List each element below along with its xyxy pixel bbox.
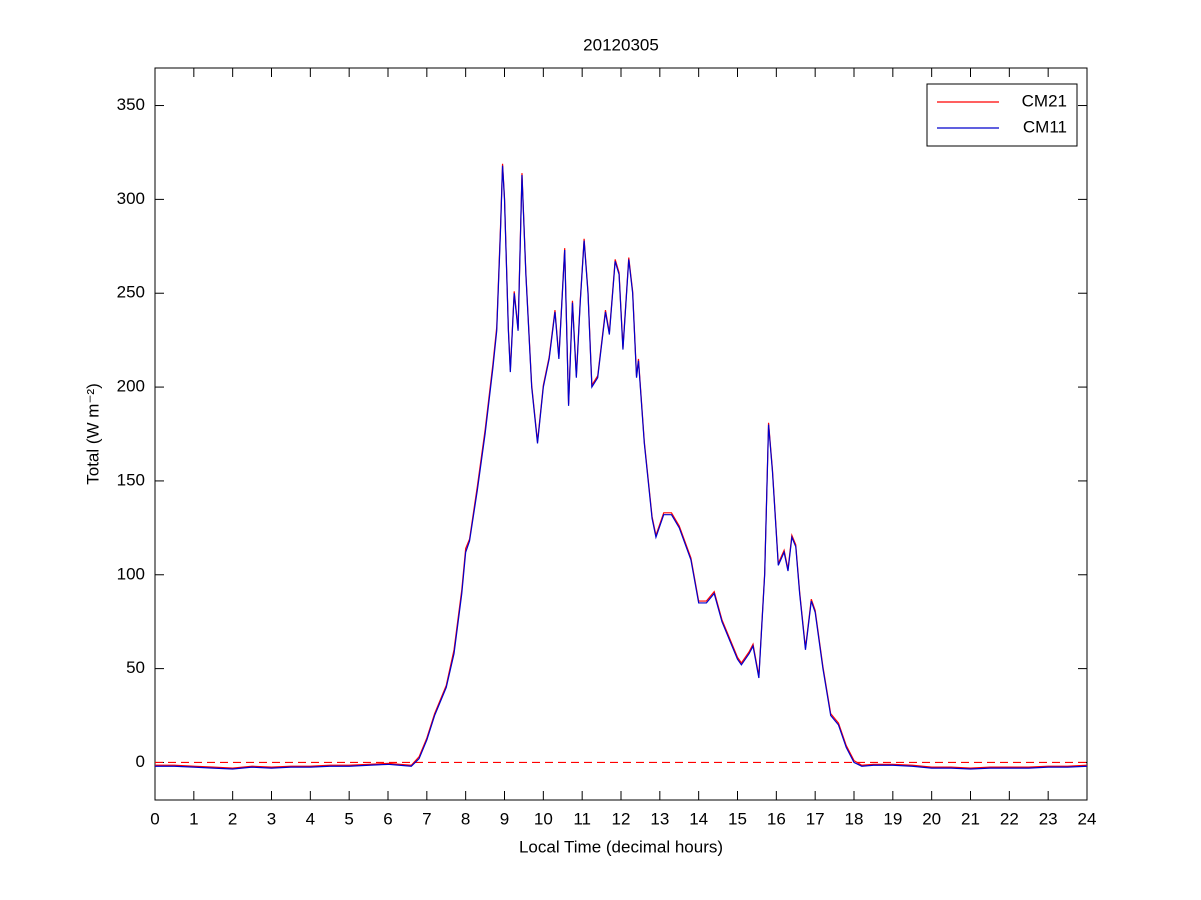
x-tick-label: 23 bbox=[1039, 809, 1058, 828]
legend-label: CM11 bbox=[1023, 117, 1067, 136]
y-tick-label: 0 bbox=[136, 752, 145, 771]
x-tick-label: 22 bbox=[1000, 809, 1019, 828]
y-tick-label: 350 bbox=[117, 95, 145, 114]
x-tick-label: 12 bbox=[612, 809, 631, 828]
x-tick-label: 1 bbox=[189, 809, 198, 828]
x-tick-label: 21 bbox=[961, 809, 980, 828]
x-tick-label: 17 bbox=[806, 809, 825, 828]
y-axis-label: Total (W m⁻²) bbox=[83, 383, 102, 485]
y-tick-label: 150 bbox=[117, 470, 145, 489]
x-tick-label: 14 bbox=[689, 809, 708, 828]
x-tick-label: 18 bbox=[845, 809, 864, 828]
x-tick-label: 5 bbox=[344, 809, 353, 828]
x-tick-label: 3 bbox=[267, 809, 276, 828]
x-tick-label: 4 bbox=[306, 809, 315, 828]
series-line bbox=[155, 165, 1088, 770]
x-tick-label: 11 bbox=[573, 809, 591, 828]
y-tick-label: 100 bbox=[117, 564, 145, 583]
chart-title: 20120305 bbox=[583, 35, 659, 54]
x-tick-label: 19 bbox=[883, 809, 902, 828]
x-tick-label: 13 bbox=[650, 809, 669, 828]
x-tick-label: 10 bbox=[534, 809, 553, 828]
x-tick-label: 9 bbox=[500, 809, 509, 828]
x-tick-label: 20 bbox=[922, 809, 941, 828]
x-tick-label: 8 bbox=[461, 809, 470, 828]
x-tick-label: 0 bbox=[150, 809, 159, 828]
plot-area bbox=[154, 67, 1088, 801]
x-tick-label: 24 bbox=[1078, 809, 1097, 828]
y-tick-label: 250 bbox=[117, 283, 145, 302]
x-axis-label: Local Time (decimal hours) bbox=[519, 837, 723, 856]
y-tick-label: 200 bbox=[117, 377, 145, 396]
x-tick-label: 16 bbox=[767, 809, 786, 828]
x-tick-label: 7 bbox=[422, 809, 431, 828]
y-tick-label: 300 bbox=[117, 189, 145, 208]
legend-box bbox=[926, 83, 1078, 147]
x-tick-label: 6 bbox=[383, 809, 392, 828]
legend-label: CM21 bbox=[1022, 91, 1067, 110]
x-tick-label: 2 bbox=[228, 809, 237, 828]
y-tick-label: 50 bbox=[126, 658, 145, 677]
x-tick-label: 15 bbox=[728, 809, 747, 828]
